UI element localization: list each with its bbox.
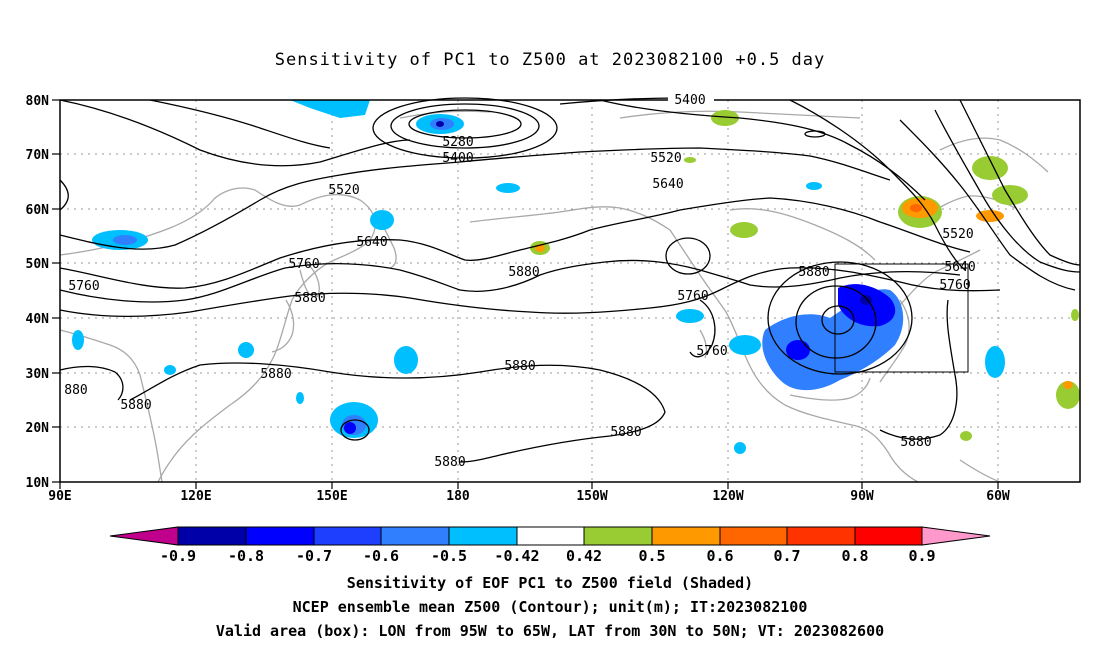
colorbar-segment xyxy=(177,526,247,546)
colorbar-label: 0.9 xyxy=(908,547,935,565)
contour-label: 5760 xyxy=(677,289,708,304)
lon-label: 180 xyxy=(446,489,470,504)
contour-label: 5520 xyxy=(650,151,681,166)
caption-line: NCEP ensemble mean Z500 (Contour); unit(… xyxy=(292,598,808,616)
contour-label: 880 xyxy=(64,383,87,398)
lon-label: 90E xyxy=(48,489,71,504)
contour-label: 5640 xyxy=(944,260,975,275)
contour-label: 5520 xyxy=(328,183,359,198)
colorbar xyxy=(109,526,991,546)
contour-label: 5880 xyxy=(504,359,535,374)
colorbar-segment xyxy=(380,526,450,546)
z500-contours xyxy=(59,97,1081,463)
colorbar-segment xyxy=(448,526,518,546)
lat-label: 70N xyxy=(26,148,50,163)
lat-label: 20N xyxy=(26,421,50,436)
lat-label: 80N xyxy=(26,94,50,109)
contour-label: 5880 xyxy=(508,265,539,280)
contour-label: 5760 xyxy=(696,344,727,359)
contour-label: 5280 xyxy=(442,135,473,150)
caption-line: Valid area (box): LON from 95W to 65W, L… xyxy=(215,622,885,640)
colorbar-label: 0.6 xyxy=(706,547,733,565)
lon-label: 120W xyxy=(712,489,743,504)
colorbar-segment xyxy=(651,526,721,546)
contour-label: 5880 xyxy=(260,367,291,382)
colorbar-left-arrow xyxy=(109,526,179,546)
colorbar-label: 0.42 xyxy=(566,547,602,565)
plot-title: Sensitivity of PC1 to Z500 at 2023082100… xyxy=(274,50,826,70)
lon-label: 60W xyxy=(986,489,1010,504)
lat-label: 10N xyxy=(26,476,50,491)
contour-label: 5400 xyxy=(674,93,705,108)
colorbar-segment xyxy=(719,526,788,546)
graticule xyxy=(60,100,1080,482)
contour-label: 5880 xyxy=(294,291,325,306)
colorbar-label: 0.7 xyxy=(773,547,800,565)
contour-label: 5760 xyxy=(68,279,99,294)
caption-line: Sensitivity of EOF PC1 to Z500 field (Sh… xyxy=(346,574,754,592)
colorbar-label: -0.9 xyxy=(160,547,196,565)
lon-label: 150E xyxy=(316,489,347,504)
colorbar-label: -0.8 xyxy=(228,547,264,565)
colorbar-segment xyxy=(786,526,856,546)
contour-label: 5760 xyxy=(939,278,970,293)
contour-label: 5880 xyxy=(434,455,465,470)
valid-area-box xyxy=(834,263,969,373)
colorbar-label: -0.7 xyxy=(296,547,332,565)
colorbar-segment xyxy=(583,526,653,546)
tick-marks xyxy=(52,99,999,489)
contour-label: 5520 xyxy=(942,227,973,242)
contour-label: 5640 xyxy=(356,235,387,250)
lat-label: 40N xyxy=(26,312,50,327)
colorbar-label: -0.6 xyxy=(363,547,399,565)
lat-label: 50N xyxy=(26,257,50,272)
map-area xyxy=(60,100,1080,482)
colorbar-label: -0.42 xyxy=(494,547,539,565)
contour-label: 5400 xyxy=(442,151,473,166)
sensitivity-shading xyxy=(72,100,1080,454)
colorbar-segment xyxy=(854,526,923,546)
lon-label: 90W xyxy=(850,489,874,504)
colorbar-label: -0.5 xyxy=(431,547,467,565)
lon-label: 120E xyxy=(180,489,211,504)
colorbar-segment xyxy=(516,526,585,546)
contour-label: 5880 xyxy=(900,435,931,450)
colorbar-segment xyxy=(313,526,382,546)
colorbar-right-arrow xyxy=(921,526,991,546)
lat-label: 60N xyxy=(26,203,50,218)
colorbar-label: 0.5 xyxy=(638,547,665,565)
contour-label: 5880 xyxy=(610,425,641,440)
contour-label: 5760 xyxy=(288,257,319,272)
lon-label: 150W xyxy=(576,489,607,504)
contour-label: 5640 xyxy=(652,177,683,192)
contour-label: 5880 xyxy=(120,398,151,413)
map-border xyxy=(59,99,1081,483)
lat-label: 30N xyxy=(26,367,50,382)
colorbar-label: 0.8 xyxy=(841,547,868,565)
contour-label: 5880 xyxy=(798,265,829,280)
colorbar-segment xyxy=(245,526,315,546)
